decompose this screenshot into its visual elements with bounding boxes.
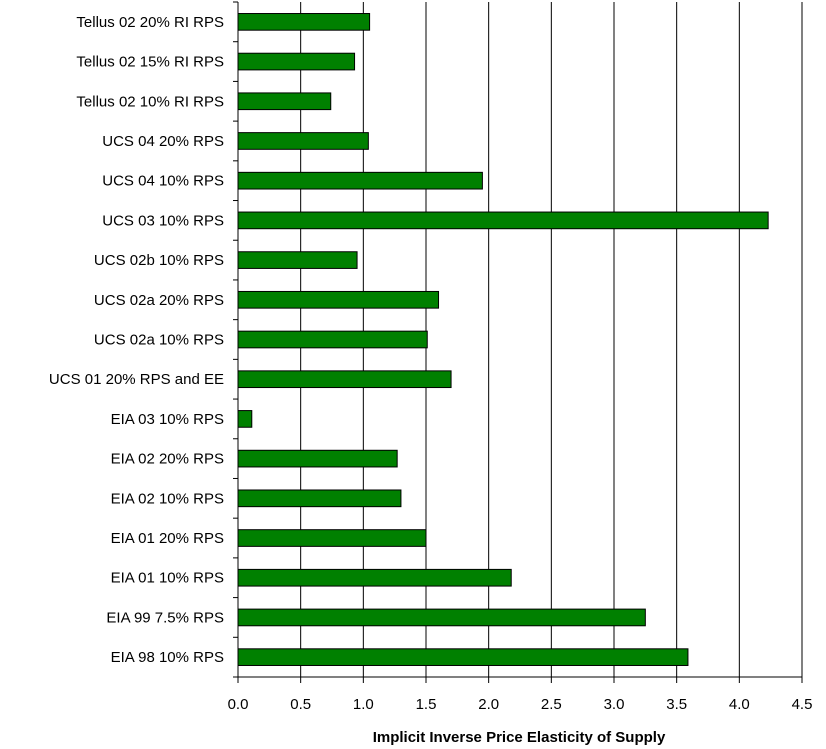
x-tick-label: 0.0	[228, 696, 249, 713]
bar	[237, 449, 398, 468]
axes	[233, 1, 803, 683]
bar	[237, 92, 332, 111]
bar	[237, 608, 646, 627]
bars	[237, 13, 769, 666]
category-labels: Tellus 02 20% RI RPS Tellus 02 15% RI RPS…	[49, 14, 224, 666]
x-tick-label: 1.5	[416, 696, 437, 713]
x-tick-label: 4.0	[729, 696, 750, 713]
bar	[237, 410, 253, 428]
x-tick-label: 0.5	[290, 696, 311, 713]
category-label: UCS 03 10% RPS	[102, 212, 224, 229]
category-label: EIA 01 20% RPS	[111, 530, 224, 547]
x-tick-label: 4.5	[792, 696, 813, 713]
category-label: UCS 01 20% RPS and EE	[49, 371, 224, 388]
category-label: EIA 01 10% RPS	[111, 570, 224, 587]
category-label: UCS 02a 20% RPS	[94, 292, 224, 309]
x-axis-title: Implicit Inverse Price Elasticity of Sup…	[373, 729, 666, 746]
bar	[237, 489, 402, 508]
category-label: EIA 03 10% RPS	[111, 411, 224, 428]
bar	[237, 211, 769, 230]
bar	[237, 171, 483, 190]
category-label: UCS 02a 10% RPS	[94, 332, 224, 349]
bar	[237, 330, 428, 349]
x-tick-label: 2.0	[478, 696, 499, 713]
bar	[237, 52, 356, 71]
x-tick-label: 3.0	[604, 696, 625, 713]
x-tick-label: 3.5	[666, 696, 687, 713]
bar	[237, 529, 427, 547]
category-label: EIA 02 20% RPS	[111, 451, 224, 468]
x-tick-labels: 0.0 0.5 1.0 1.5 2.0 2.5 3.0 3.5 4.0 4.5	[228, 696, 813, 713]
bar	[237, 290, 440, 309]
category-label: Tellus 02 20% RI RPS	[76, 14, 224, 31]
bar	[237, 648, 689, 666]
category-label: UCS 04 10% RPS	[102, 173, 224, 190]
category-label: UCS 02b 10% RPS	[94, 252, 224, 269]
x-tick-label: 1.0	[353, 696, 374, 713]
bar	[237, 370, 452, 389]
category-label: UCS 04 20% RPS	[102, 133, 224, 150]
category-label: EIA 02 10% RPS	[111, 490, 224, 507]
bar	[237, 13, 371, 31]
category-label: Tellus 02 15% RI RPS	[76, 54, 224, 71]
category-label: Tellus 02 10% RI RPS	[76, 93, 224, 110]
category-label: EIA 98 10% RPS	[111, 649, 224, 666]
gridlines	[300, 2, 803, 677]
x-tick-label: 2.5	[541, 696, 562, 713]
bar	[237, 132, 369, 150]
category-label: EIA 99 7.5% RPS	[106, 609, 224, 626]
bar	[237, 251, 358, 269]
bar	[237, 568, 512, 587]
